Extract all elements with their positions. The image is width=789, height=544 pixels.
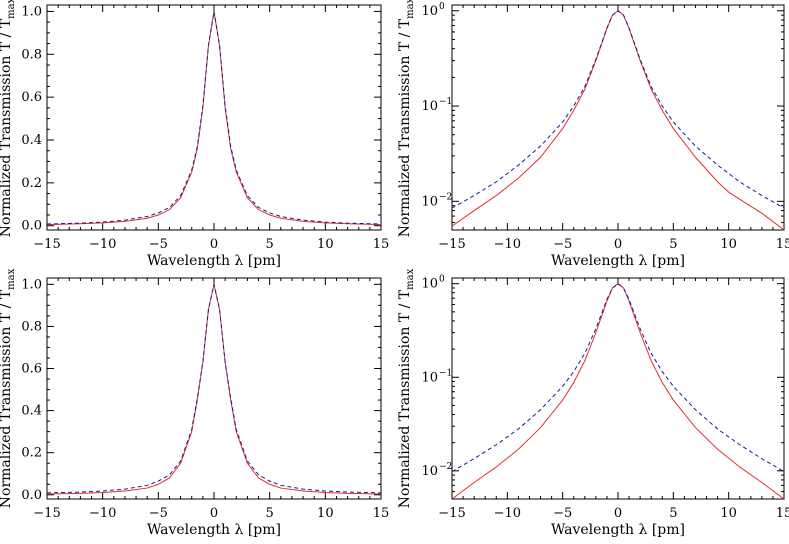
y-tick-label: 0.4 xyxy=(21,404,42,419)
y-tick-label: 10 xyxy=(421,370,438,385)
solid-series-line xyxy=(47,11,381,226)
solid-series-line xyxy=(47,284,381,495)
x-tick-label: 0 xyxy=(210,237,218,252)
x-tick-label: −10 xyxy=(494,506,521,521)
y-tick-label: 10 xyxy=(421,194,438,209)
y-tick-exponent: 0 xyxy=(439,2,445,12)
plot-frame xyxy=(46,277,382,500)
chart-panel-3: −15 −10 −5 0 5 10 15 0.0 0.2 0.4 0.6 0.8 1.0 Waveleng… xyxy=(0,268,389,538)
dashed-series-line xyxy=(452,10,784,209)
x-tick-label: −5 xyxy=(553,506,572,521)
y-tick-label: 10 xyxy=(421,277,438,292)
x-tick-label: −5 xyxy=(553,237,572,252)
x-tick-label: 10 xyxy=(317,237,334,252)
x-tick-label: −5 xyxy=(149,237,168,252)
x-tick-label: 15 xyxy=(776,506,789,521)
x-axis-title: Wavelength λ [pm] xyxy=(147,522,281,538)
x-tick-label: 15 xyxy=(373,237,390,252)
y-tick-exponent: −2 xyxy=(439,192,452,202)
x-tick-label: 5 xyxy=(669,237,677,252)
x-tick-label: 5 xyxy=(669,506,677,521)
chart-panel-1: −15 −10 −5 0 5 10 15 0.0 0.2 0.4 0.6 0.8 1.0 Waveleng… xyxy=(0,0,389,269)
y-tick-label: 0.6 xyxy=(21,90,42,105)
solid-series-line xyxy=(452,283,784,499)
y-tick-label: 1.0 xyxy=(21,4,42,19)
y-tick-label: 0.4 xyxy=(21,133,42,148)
y-tick-label: 10 xyxy=(421,464,438,479)
x-tick-label: −10 xyxy=(89,506,116,521)
y-tick-exponent: −1 xyxy=(439,368,452,378)
x-tick-label: −15 xyxy=(438,506,465,521)
y-tick-label: 10 xyxy=(421,99,438,114)
y-tick-label: 0.2 xyxy=(21,176,42,191)
y-tick-exponent: 0 xyxy=(439,275,445,285)
x-tick-label: −5 xyxy=(149,506,168,521)
solid-series-line xyxy=(452,10,784,230)
x-tick-label: −15 xyxy=(438,237,465,252)
y-tick-label: 0.8 xyxy=(21,319,42,334)
y-axis-title: Normalized Transmission T / Tmax xyxy=(397,268,416,508)
x-axis-title: Wavelength λ [pm] xyxy=(551,253,685,269)
x-tick-label: −15 xyxy=(33,506,60,521)
x-tick-label: −15 xyxy=(33,237,60,252)
y-tick-label: 0.2 xyxy=(21,446,42,461)
dashed-series-line xyxy=(452,283,784,473)
x-tick-label: 10 xyxy=(720,506,737,521)
y-axis-title: Normalized Transmission T / Tmax xyxy=(397,0,416,237)
plot-frame xyxy=(46,4,382,231)
x-tick-label: 5 xyxy=(266,506,274,521)
y-tick-exponent: −1 xyxy=(439,97,452,107)
x-tick-label: 15 xyxy=(373,506,390,521)
x-tick-label: 10 xyxy=(317,506,334,521)
y-tick-label: 0.0 xyxy=(21,488,42,503)
y-axis-title: Normalized Transmission T / Tmax xyxy=(0,0,17,237)
y-tick-label: 1.0 xyxy=(21,277,42,292)
x-tick-label: −10 xyxy=(494,237,521,252)
dashed-series-line xyxy=(47,284,381,494)
x-tick-label: 10 xyxy=(720,237,737,252)
x-axis-title: Wavelength λ [pm] xyxy=(551,522,685,538)
y-tick-label: 0.6 xyxy=(21,362,42,377)
x-tick-label: −10 xyxy=(89,237,116,252)
y-tick-label: 0.8 xyxy=(21,47,42,62)
plot-frame xyxy=(451,277,785,500)
x-tick-label: 0 xyxy=(614,237,622,252)
x-tick-label: 0 xyxy=(614,506,622,521)
x-axis-title: Wavelength λ [pm] xyxy=(147,253,281,269)
y-tick-exponent: −2 xyxy=(439,462,452,472)
y-tick-label: 0.0 xyxy=(21,219,42,234)
y-axis-title: Normalized Transmission T / Tmax xyxy=(0,268,17,508)
x-tick-label: 15 xyxy=(776,237,789,252)
dashed-series-line xyxy=(47,11,381,225)
x-tick-label: 5 xyxy=(266,237,274,252)
x-tick-label: 0 xyxy=(210,506,218,521)
y-tick-label: 10 xyxy=(421,4,438,19)
